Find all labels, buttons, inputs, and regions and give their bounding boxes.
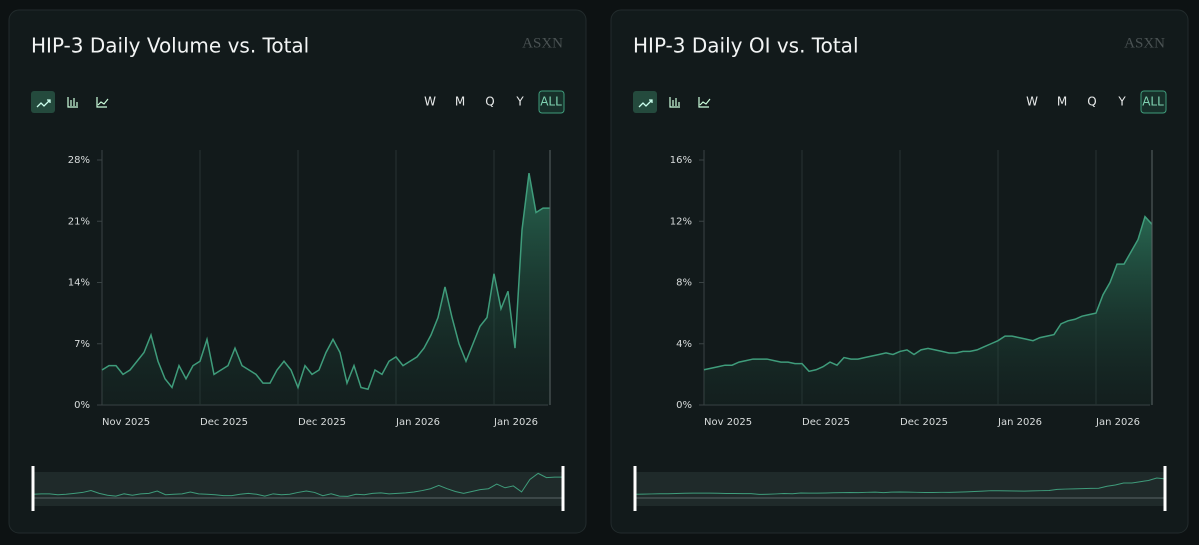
range-button[interactable]: Y — [515, 95, 524, 109]
chart-title: HIP-3 Daily Volume vs. Total — [31, 34, 309, 58]
y-tick-label: 0% — [676, 400, 692, 411]
range-button[interactable]: W — [424, 95, 436, 109]
y-tick-label: 14% — [68, 278, 90, 289]
range-button[interactable]: M — [1057, 95, 1067, 109]
bar-icon[interactable] — [67, 97, 78, 108]
navigator-line — [32, 472, 563, 497]
x-tick-label: Dec 2025 — [298, 417, 346, 428]
line-icon — [638, 99, 653, 108]
range-button[interactable]: Q — [485, 95, 494, 109]
x-tick-label: Nov 2025 — [704, 417, 752, 428]
chart-title: HIP-3 Daily OI vs. Total — [633, 34, 859, 58]
x-tick-label: Jan 2026 — [395, 417, 440, 428]
range-button[interactable]: Y — [1117, 95, 1126, 109]
line — [703, 215, 1153, 373]
navigator-handle[interactable] — [31, 466, 35, 511]
y-tick-label: 12% — [670, 216, 692, 227]
x-tick-label: Jan 2026 — [1095, 417, 1140, 428]
navigator-handle[interactable] — [633, 466, 637, 511]
range-button[interactable]: W — [1026, 95, 1038, 109]
x-tick-label: Dec 2025 — [200, 417, 248, 428]
navigator-line — [634, 477, 1166, 495]
navigator-handle[interactable] — [1163, 466, 1167, 511]
y-tick-label: 4% — [676, 339, 692, 350]
line — [101, 172, 550, 391]
y-tick-label: 21% — [68, 216, 90, 227]
area-icon[interactable] — [96, 97, 109, 108]
x-tick-label: Dec 2025 — [900, 417, 948, 428]
x-tick-label: Jan 2026 — [493, 417, 538, 428]
x-tick-label: Dec 2025 — [802, 417, 850, 428]
watermark: ASXN — [1124, 35, 1165, 51]
y-tick-label: 7% — [74, 339, 90, 350]
line-chart-button[interactable] — [633, 91, 657, 113]
y-tick-label: 0% — [74, 400, 90, 411]
area — [704, 216, 1152, 405]
y-tick-label: 8% — [676, 278, 692, 289]
line-icon — [36, 99, 51, 108]
range-button[interactable]: ALL — [1142, 95, 1164, 109]
navigator — [33, 472, 563, 506]
x-tick-label: Nov 2025 — [102, 417, 150, 428]
watermark: ASXN — [522, 35, 563, 51]
range-button[interactable]: M — [455, 95, 465, 109]
x-tick-label: Jan 2026 — [997, 417, 1042, 428]
range-button-active[interactable] — [538, 90, 565, 114]
navigator-handle[interactable] — [561, 466, 565, 511]
range-button[interactable]: Q — [1087, 95, 1096, 109]
area-icon[interactable] — [698, 97, 711, 108]
y-tick-label: 16% — [670, 155, 692, 166]
bar-icon[interactable] — [669, 97, 680, 108]
range-button-active[interactable] — [1140, 90, 1167, 114]
range-button[interactable]: ALL — [540, 95, 562, 109]
line-chart-button[interactable] — [31, 91, 55, 113]
area — [102, 173, 550, 405]
y-tick-label: 28% — [68, 155, 90, 166]
